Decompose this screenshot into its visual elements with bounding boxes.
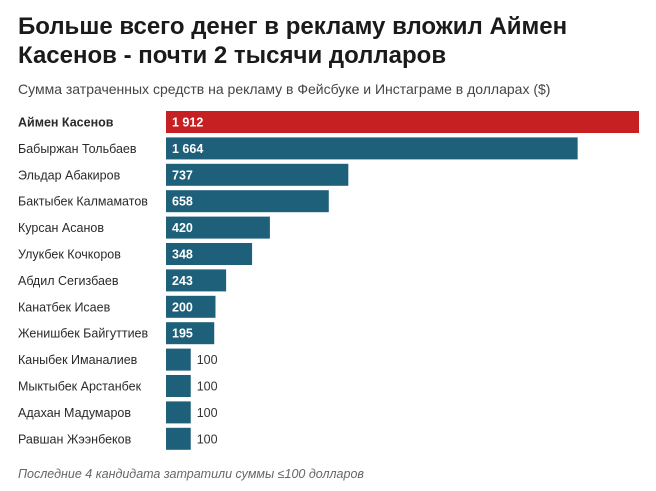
bar-value-label: 243 — [172, 274, 193, 288]
category-label: Каныбек Иманалиев — [18, 353, 138, 367]
bar-value-label: 737 — [172, 168, 193, 182]
bar — [166, 322, 215, 345]
bar-value-label: 348 — [172, 248, 193, 262]
bar-value-label: 195 — [172, 327, 193, 341]
bar — [166, 427, 191, 450]
bar — [166, 190, 329, 213]
bar-value-label: 200 — [172, 300, 193, 314]
bar — [166, 295, 216, 318]
chart-title: Больше всего денег в рекламу вложил Айме… — [18, 13, 568, 69]
category-label: Женишбек Байгуттиев — [18, 327, 148, 341]
bar — [166, 137, 578, 160]
bar-value-label: 100 — [197, 432, 218, 446]
bar — [166, 111, 639, 133]
bar — [166, 401, 191, 424]
category-label: Эльдар Абакиров — [18, 168, 121, 182]
bar-value-label: 100 — [197, 353, 218, 367]
category-label: Мыктыбек Арстанбек — [18, 380, 142, 394]
chart-subtitle: Сумма затраченных средств на рекламу в Ф… — [18, 81, 551, 97]
chart-footnote: Последние 4 кандидата затратили суммы ≤1… — [18, 467, 364, 481]
bar — [166, 163, 349, 186]
bar-value-label: 420 — [172, 221, 193, 235]
bar — [166, 375, 191, 397]
category-label: Адахан Мадумаров — [18, 406, 131, 420]
bar — [166, 243, 253, 265]
category-label: Курсан Асанов — [18, 221, 104, 235]
bar — [166, 216, 270, 239]
category-label: Равшан Жээнбеков — [18, 432, 132, 446]
bar-value-label: 1 664 — [172, 142, 203, 156]
bar-chart-svg: Аймен Касенов 1 912 Бабыржан Тольбаев 1 664… — [18, 111, 639, 450]
bar-value-label: 100 — [197, 406, 218, 420]
bar-value-label: 1 912 — [172, 116, 203, 130]
category-label: Бактыбек Калмаматов — [18, 195, 148, 209]
bar — [166, 269, 227, 292]
category-label: Аймен Касенов — [18, 116, 114, 130]
bar — [166, 348, 191, 371]
bar-value-label: 658 — [172, 195, 193, 209]
bar-value-label: 100 — [197, 380, 218, 394]
category-label: Абдил Сегизбаев — [18, 274, 119, 288]
category-label: Канатбек Исаев — [18, 300, 111, 314]
category-label: Улукбек Кочкоров — [18, 248, 121, 262]
category-label: Бабыржан Тольбаев — [18, 142, 137, 156]
bar-chart: Аймен Касенов 1 912 Бабыржан Тольбаев 1 664… — [0, 108, 656, 452]
